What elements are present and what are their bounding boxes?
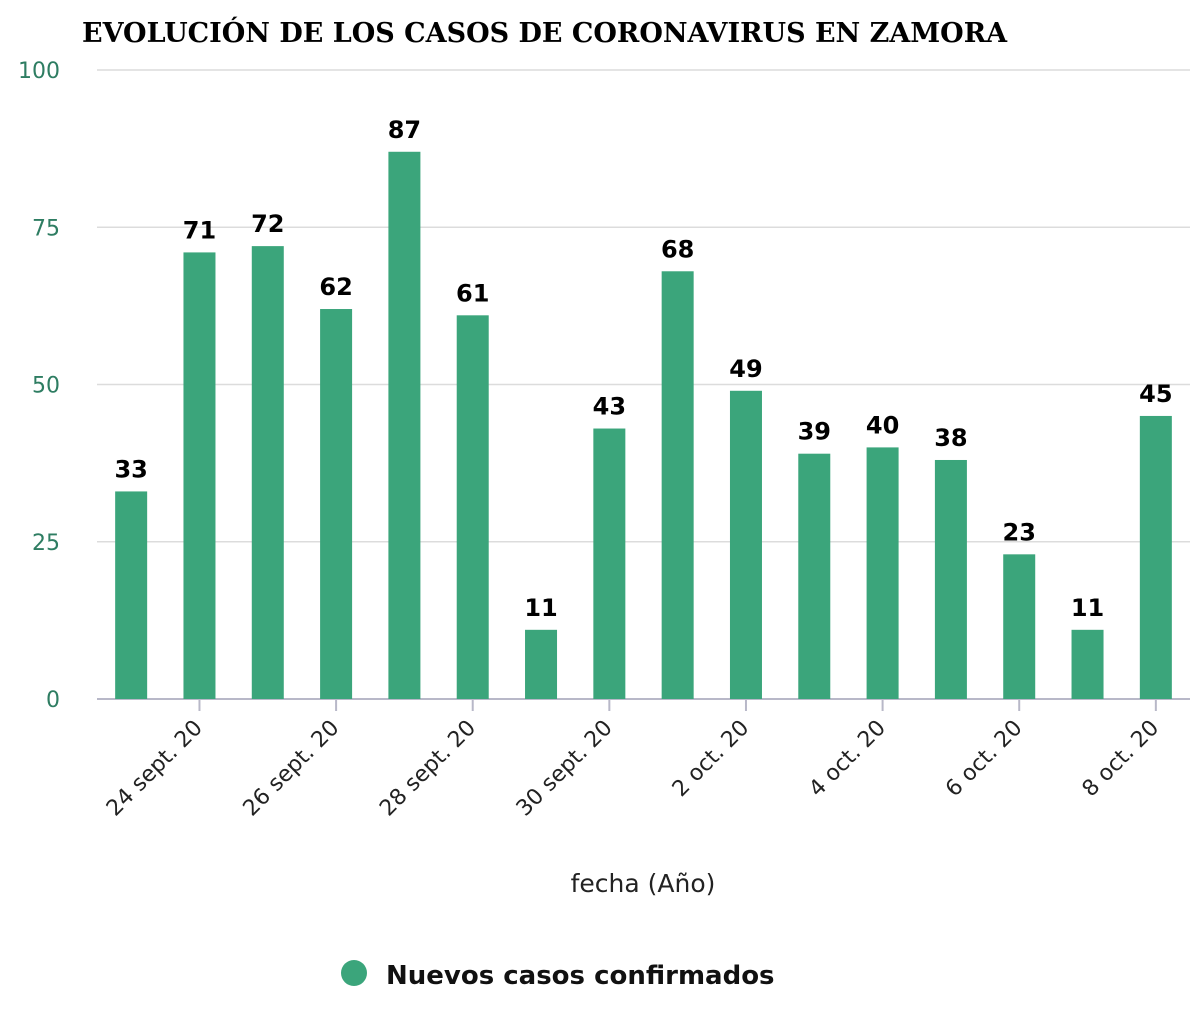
bar: [456, 315, 489, 699]
y-tick-label: 0: [46, 688, 60, 713]
data-label: 11: [524, 594, 557, 622]
x-tick-label: 28 sept. 20: [375, 716, 481, 822]
legend-label: Nuevos casos confirmados: [386, 961, 775, 991]
y-tick-label: 100: [18, 59, 60, 84]
data-label: 23: [1003, 518, 1036, 546]
data-label: 61: [456, 279, 489, 307]
chart-title: EVOLUCIÓN DE LOS CASOS DE CORONAVIRUS EN…: [82, 15, 1008, 49]
data-label: 71: [183, 216, 216, 244]
bar: [729, 390, 762, 699]
data-label: 40: [866, 411, 899, 439]
bar: [798, 453, 831, 699]
bar: [866, 447, 899, 699]
bar: [1071, 629, 1104, 699]
data-label: 72: [251, 210, 284, 238]
bar: [115, 491, 148, 699]
data-label: 38: [934, 424, 967, 452]
data-label: 43: [593, 393, 626, 421]
bar: [661, 271, 694, 699]
data-label: 11: [1071, 594, 1104, 622]
x-tick-label: 30 sept. 20: [512, 716, 618, 822]
x-tick-label: 2 oct. 20: [668, 716, 754, 802]
y-tick-label: 50: [32, 374, 60, 399]
y-tick-label: 25: [32, 531, 60, 556]
bar: [1139, 415, 1172, 699]
data-label: 33: [114, 455, 147, 483]
bar: [388, 151, 421, 699]
legend-marker: [341, 960, 367, 986]
data-label: 39: [798, 418, 831, 446]
x-tick-label: 6 oct. 20: [941, 716, 1027, 802]
bar: [593, 428, 626, 699]
data-label: 87: [388, 116, 421, 144]
bar: [934, 459, 967, 699]
bar: [525, 629, 558, 699]
y-tick-label: 75: [32, 216, 60, 241]
bar: [251, 246, 284, 699]
bar: [183, 252, 216, 699]
x-tick-label: 24 sept. 20: [102, 716, 208, 822]
data-label: 68: [661, 235, 694, 263]
bar: [320, 309, 353, 699]
data-label: 62: [319, 273, 352, 301]
x-tick-label: 8 oct. 20: [1078, 716, 1164, 802]
data-label: 49: [729, 355, 762, 383]
x-tick-label: 4 oct. 20: [804, 716, 890, 802]
data-label: 45: [1139, 380, 1172, 408]
x-axis-label: fecha (Año): [571, 869, 716, 898]
legend-item[interactable]: Nuevos casos confirmados: [341, 960, 775, 991]
bar: [1003, 554, 1036, 699]
x-tick-label: 26 sept. 20: [239, 716, 345, 822]
